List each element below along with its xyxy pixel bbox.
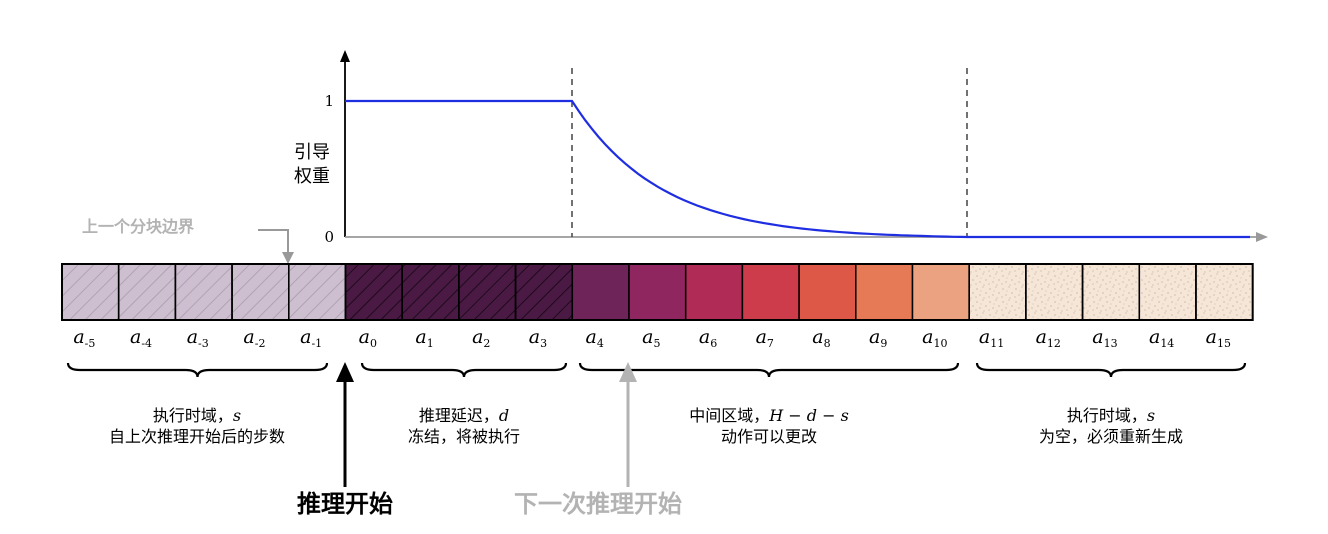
action-label-6: a6 bbox=[699, 326, 717, 350]
intermediate-region-title: 中间区域，H − d − s bbox=[689, 406, 849, 425]
action-cell-texture-11 bbox=[968, 263, 1027, 321]
action-cell-texture-14 bbox=[1138, 263, 1197, 321]
inference-delay-description: 冻结，将被执行 bbox=[408, 427, 520, 446]
action-cell-texture--2 bbox=[231, 263, 290, 321]
action-label-2: a2 bbox=[472, 326, 490, 350]
action-sequence-border bbox=[61, 263, 1254, 321]
action-cell-9 bbox=[855, 263, 914, 321]
action-cell-7 bbox=[741, 263, 800, 321]
y-axis-label-line1: 引导 bbox=[294, 142, 330, 163]
inference-start-label: 推理开始 bbox=[297, 490, 393, 518]
action-label-7: a7 bbox=[756, 326, 774, 350]
prev-boundary-arrowhead bbox=[282, 252, 294, 264]
action-cell-texture-13 bbox=[1081, 263, 1141, 321]
exec-horizon-empty-title: 执行时域，s bbox=[1067, 406, 1155, 425]
y-tick-0: 0 bbox=[324, 228, 334, 246]
inference-start-arrowhead bbox=[336, 362, 354, 382]
action-label-3: a3 bbox=[529, 326, 547, 350]
action-label--4: a-4 bbox=[130, 326, 152, 350]
action-cell-texture-3 bbox=[514, 263, 574, 321]
action-label-13: a13 bbox=[1092, 326, 1117, 350]
action-label-8: a8 bbox=[812, 326, 830, 350]
guidance-weight-curve bbox=[345, 99, 1250, 239]
action-cell-texture-0 bbox=[344, 263, 403, 321]
action-label-11: a11 bbox=[979, 326, 1004, 350]
exec-horizon-prev-title: 执行时域，s bbox=[153, 406, 241, 425]
x-axis-arrowhead bbox=[1256, 232, 1268, 242]
action-label-5: a5 bbox=[642, 326, 660, 350]
y-axis-label-line2: 权重 bbox=[294, 166, 330, 187]
brace-exec-horizon-empty bbox=[975, 362, 1247, 378]
action-label--2: a-2 bbox=[243, 326, 265, 350]
inference-delay-title: 推理延迟，d bbox=[419, 406, 509, 425]
action-label-12: a12 bbox=[1036, 326, 1061, 350]
action-cell-10 bbox=[911, 263, 970, 321]
action-label-14: a14 bbox=[1149, 326, 1174, 350]
brace-inference-delay bbox=[360, 362, 568, 378]
action-cell-texture--1 bbox=[288, 263, 347, 321]
action-cell-texture-2 bbox=[458, 263, 517, 321]
brace-exec-horizon-prev bbox=[66, 362, 329, 378]
action-cell-5 bbox=[628, 263, 687, 321]
group-descriptions: 执行时域，s 自上次推理开始后的步数 推理延迟，d 冻结，将被执行 中间区域，H − d… bbox=[109, 406, 1183, 446]
action-label-0: a0 bbox=[359, 326, 377, 350]
action-cell-8 bbox=[798, 263, 857, 321]
action-labels: a-5 a-4 a-3 a-2 a-1 a0 a1 a2 a3 a4 a5 a6 a7 a8 a9 a10 a1… bbox=[73, 326, 1231, 350]
action-label-10: a10 bbox=[922, 326, 947, 350]
action-label-15: a15 bbox=[1206, 326, 1231, 350]
action-sequence bbox=[61, 263, 1254, 321]
plot-axes: 1 0 引导 权重 bbox=[294, 50, 1268, 246]
prev-boundary-label: 上一个分块边界 bbox=[82, 217, 194, 236]
action-cell-texture--5 bbox=[61, 263, 120, 321]
brace-intermediate-region bbox=[578, 362, 960, 378]
intermediate-region-description: 动作可以更改 bbox=[721, 427, 817, 446]
action-cell-texture--4 bbox=[117, 263, 177, 321]
group-braces bbox=[66, 362, 1247, 378]
prev-boundary-arrow bbox=[258, 229, 289, 256]
exec-horizon-empty-description: 为空，必须重新生成 bbox=[1039, 427, 1183, 446]
action-cell-4 bbox=[571, 263, 630, 321]
action-label--5: a-5 bbox=[73, 326, 95, 350]
action-label--3: a-3 bbox=[187, 326, 209, 350]
action-cell-texture-1 bbox=[401, 263, 460, 321]
action-label-1: a1 bbox=[415, 326, 433, 350]
next-inference-arrowhead bbox=[619, 362, 637, 382]
action-label-4: a4 bbox=[585, 326, 603, 350]
action-cell-texture-12 bbox=[1025, 263, 1084, 321]
next-inference-label: 下一次推理开始 bbox=[514, 490, 682, 518]
exec-horizon-prev-description: 自上次推理开始后的步数 bbox=[109, 427, 285, 446]
y-tick-1: 1 bbox=[324, 92, 334, 110]
action-label--1: a-1 bbox=[300, 326, 322, 350]
action-label-9: a9 bbox=[869, 326, 887, 350]
action-cell-texture--3 bbox=[174, 263, 233, 321]
action-cell-6 bbox=[684, 263, 744, 321]
action-cell-texture-15 bbox=[1195, 263, 1254, 321]
y-axis-arrowhead bbox=[340, 50, 350, 62]
